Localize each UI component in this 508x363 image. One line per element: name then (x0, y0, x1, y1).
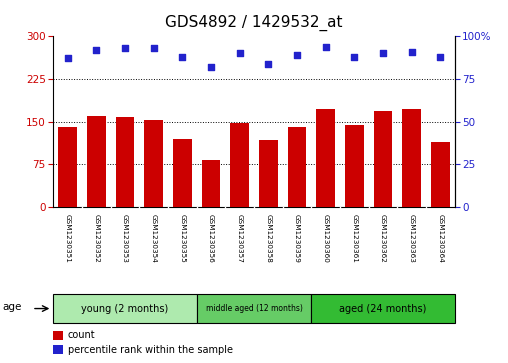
Text: count: count (68, 330, 96, 340)
Point (64, 56, 72, 61)
Text: GSM1230363: GSM1230363 (408, 214, 415, 263)
Bar (311, 294, 455, 323)
Point (379, 50, 387, 56)
Bar (116, 117, 134, 207)
Bar (345, 125, 364, 207)
Text: GSM1230364: GSM1230364 (437, 214, 443, 263)
Text: GSM1230352: GSM1230352 (93, 214, 100, 263)
Point (351, 54, 359, 60)
Point (264, 61, 272, 66)
Bar (374, 111, 392, 207)
Bar (402, 109, 421, 207)
Point (207, 64, 215, 70)
Bar (230, 123, 249, 207)
Bar (87, 116, 106, 207)
Text: age: age (3, 302, 22, 312)
Bar (144, 121, 163, 207)
Text: aged (24 months): aged (24 months) (339, 303, 427, 314)
Point (407, 49, 416, 54)
Text: GSM1230355: GSM1230355 (179, 214, 185, 263)
Point (92, 47, 101, 53)
Point (293, 52, 301, 58)
Text: middle aged (12 months): middle aged (12 months) (206, 304, 302, 313)
Point (236, 50, 244, 56)
Point (150, 45, 158, 51)
Point (436, 54, 444, 60)
Text: GSM1230358: GSM1230358 (265, 214, 271, 263)
Bar (53, 331, 63, 340)
Point (322, 44, 330, 49)
Bar (259, 140, 278, 207)
Point (178, 54, 186, 60)
Text: GSM1230356: GSM1230356 (208, 214, 214, 263)
Bar (316, 109, 335, 207)
Text: GSM1230353: GSM1230353 (122, 214, 128, 263)
Text: percentile rank within the sample: percentile rank within the sample (68, 345, 233, 355)
Text: GSM1230357: GSM1230357 (237, 214, 243, 263)
Bar (53, 294, 197, 323)
Bar (197, 294, 311, 323)
Bar (53, 345, 63, 354)
Bar (173, 139, 192, 207)
Bar (202, 160, 220, 207)
Text: GSM1230361: GSM1230361 (352, 214, 357, 263)
Text: GDS4892 / 1429532_at: GDS4892 / 1429532_at (165, 15, 343, 31)
Text: GSM1230360: GSM1230360 (323, 214, 329, 263)
Text: young (2 months): young (2 months) (81, 303, 169, 314)
Point (121, 45, 129, 51)
Bar (288, 127, 306, 207)
Bar (431, 142, 450, 207)
Text: GSM1230351: GSM1230351 (65, 214, 71, 263)
Bar (58, 127, 77, 207)
Text: GSM1230359: GSM1230359 (294, 214, 300, 263)
Text: GSM1230362: GSM1230362 (380, 214, 386, 263)
Text: GSM1230354: GSM1230354 (151, 214, 156, 263)
